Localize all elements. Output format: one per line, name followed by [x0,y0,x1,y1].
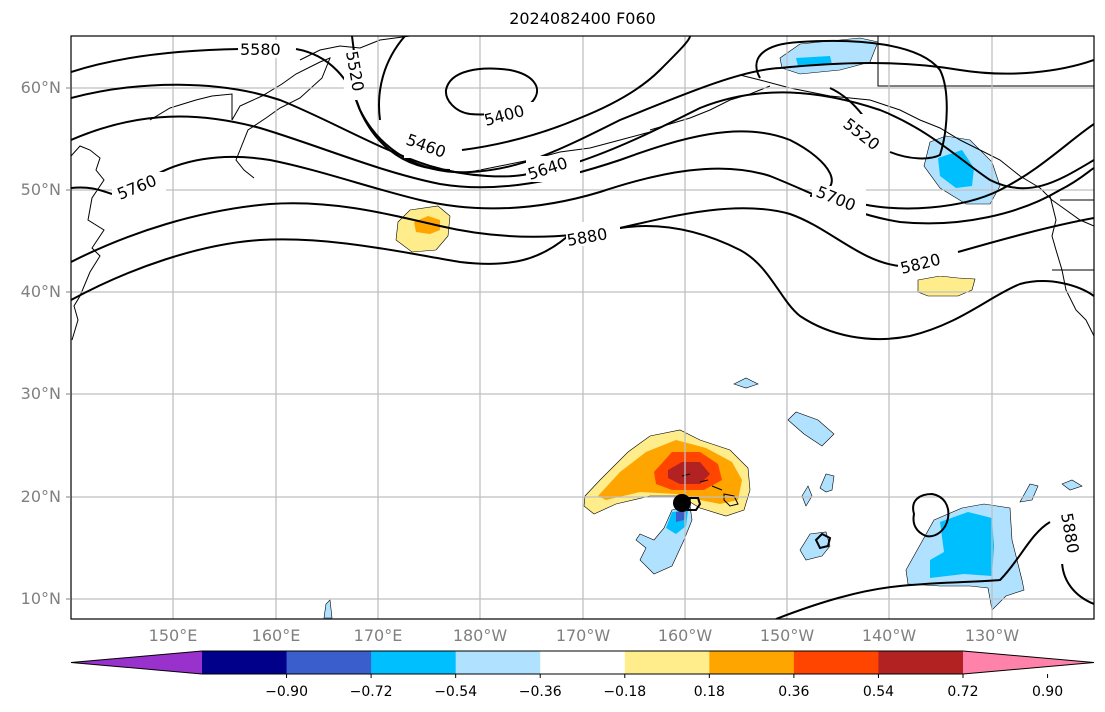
anomaly-positive-hawaii-core [668,462,710,484]
contour-label-5580: 5580 [240,40,281,59]
contour-5580 [71,48,1094,174]
lon-label-130w: 130°W [964,626,1020,645]
hawaii-islands [681,473,739,507]
colorbar-tick-label: 0.18 [693,684,725,700]
colorbar-tick-label: −0.54 [434,684,478,700]
contour-5700 [71,115,1094,210]
lon-label-150e: 150°E [148,626,198,645]
map-title: 2024082400 F060 [509,9,656,28]
colorbar-bin [455,651,541,674]
colorbar-bin [202,651,288,674]
colorbar-bin [878,651,964,674]
lon-label-180w: 180°W [452,626,508,645]
border-canada-us [877,36,1094,87]
lat-label-10n: 10°N [20,589,61,608]
lat-label-60n: 60°N [20,78,61,97]
colorbar-tick-label: −0.36 [518,684,562,700]
lon-label-170e: 170°E [353,626,403,645]
colorbar-tick-label: 0.36 [778,684,810,700]
contour-5820 [71,202,1094,267]
coastline-okhotsk [149,93,233,121]
colorbar-bin [793,651,879,674]
lon-label-160e: 160°E [251,626,301,645]
anomaly-negative-patch-8 [323,599,333,619]
lon-label-150w: 150°W [759,626,815,645]
colorbar-tick-label: −0.18 [603,684,647,700]
contour-5880-south [775,521,1094,619]
colorbar-bin [286,651,372,674]
coastlines [71,36,1094,507]
lat-label-30n: 30°N [20,384,61,403]
lat-label-40n: 40°N [20,282,61,301]
coastline-chukotka [299,36,411,61]
contour-5880 [71,225,1094,341]
lat-label-50n: 50°N [20,180,61,199]
anomaly-negative-patch-2 [819,473,835,493]
coastline-aleutians [469,131,651,173]
contour-labels: 5580 5520 5400 5460 5640 5760 5880 5520 … [112,40,1083,564]
contour-tight-center [673,494,691,512]
colorbar-tick-label: 0.72 [947,684,979,700]
contour-closed-small [814,532,832,550]
colorbar-extend-low [71,651,202,674]
colorbar [70,650,1095,678]
anomaly-negative-patch-7 [1061,479,1083,491]
anomaly-negative-patch-3 [801,485,813,507]
contour-5640 [71,83,1094,190]
colorbar-tick-label: −0.72 [349,684,393,700]
coastline-asia [71,145,105,341]
lon-label-170w: 170°W [555,626,611,645]
colorbar-tick-label: −0.90 [265,684,308,700]
lon-label-160w: 160°W [657,626,713,645]
anomaly-negative-patch-4 [799,531,831,561]
colorbar-tick-label: 0.90 [1031,684,1064,700]
anomaly-negative-bering-core [796,56,832,66]
colorbar-bin [540,651,626,674]
colorbar-bin [709,651,795,674]
anomaly-negative-gulf-alaska-core [938,150,974,188]
anomaly-negative-south-hawaii-core [676,512,686,522]
anomaly-negative-southeast-core [930,512,994,578]
colorbar-bin [371,651,457,674]
contour-5460 [378,36,691,151]
plot-frame [70,35,1095,620]
colorbar-extend-high [963,651,1094,674]
colorbar-outline [70,650,1095,675]
colorbar-tick-label: 0.54 [862,684,895,700]
anomaly-negative-patch-5 [733,377,759,389]
height-contours [71,36,1094,619]
anomaly-negative-patch-1 [787,411,835,447]
colorbar-bin [624,651,710,674]
coastline-alaska-north [739,74,1094,227]
lon-label-140w: 140°W [861,626,917,645]
contour-closed-south [912,492,950,538]
gridlines [71,36,1094,619]
axis-ticks [66,87,71,600]
contour-5760 [71,155,1094,225]
map-plot-area: 5580 5520 5400 5460 5640 5760 5880 5520 … [71,36,1094,619]
anomaly-positive-east-pacific [917,275,976,297]
lat-label-20n: 20°N [20,487,61,506]
